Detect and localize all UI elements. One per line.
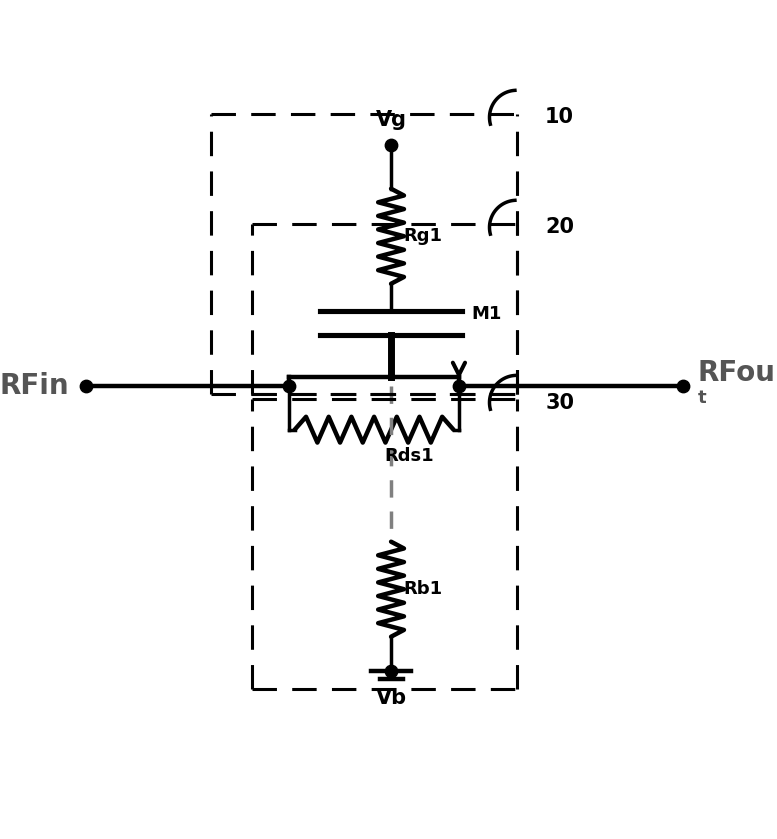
Text: RFou: RFou — [698, 359, 776, 388]
Point — [79, 379, 92, 393]
Text: Vg: Vg — [375, 110, 406, 130]
Text: t: t — [698, 388, 706, 407]
Text: M1: M1 — [471, 305, 501, 323]
Text: Vb: Vb — [375, 688, 406, 707]
Text: 30: 30 — [545, 393, 574, 413]
Text: 10: 10 — [545, 107, 574, 128]
Text: RFin: RFin — [0, 372, 68, 399]
Point — [385, 138, 397, 151]
Text: 20: 20 — [545, 217, 574, 237]
Point — [453, 379, 465, 393]
Text: Rds1: Rds1 — [385, 446, 434, 465]
Point — [283, 379, 295, 393]
Point — [677, 379, 689, 393]
Point — [385, 664, 397, 677]
Text: Rg1: Rg1 — [403, 227, 442, 245]
Text: Rb1: Rb1 — [403, 581, 442, 598]
